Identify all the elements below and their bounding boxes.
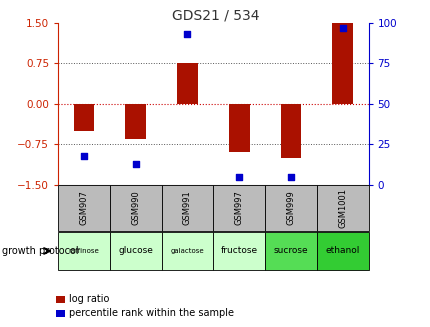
Bar (332, 23, 352, 104)
FancyBboxPatch shape (264, 185, 316, 231)
FancyBboxPatch shape (161, 185, 213, 231)
Text: growth protocol: growth protocol (2, 246, 79, 256)
Text: glucose: glucose (118, 247, 153, 255)
Text: percentile rank within the sample: percentile rank within the sample (69, 308, 233, 318)
Point (132, 161, 139, 166)
FancyBboxPatch shape (110, 185, 161, 231)
Bar (125, 104, 146, 139)
Point (235, 174, 242, 179)
Text: GDS21 / 534: GDS21 / 534 (171, 8, 259, 22)
Bar (177, 63, 197, 104)
FancyBboxPatch shape (316, 232, 368, 270)
Text: raffinose: raffinose (68, 248, 99, 254)
Bar (74, 104, 94, 131)
FancyBboxPatch shape (264, 232, 316, 270)
FancyBboxPatch shape (316, 185, 368, 231)
Text: GSM999: GSM999 (286, 190, 295, 225)
Bar (280, 104, 301, 158)
Text: ethanol: ethanol (325, 247, 359, 255)
FancyBboxPatch shape (58, 232, 110, 270)
FancyBboxPatch shape (161, 232, 213, 270)
Bar (228, 104, 249, 152)
Text: GSM990: GSM990 (131, 190, 140, 225)
FancyBboxPatch shape (213, 232, 264, 270)
Text: GSM1001: GSM1001 (338, 188, 346, 228)
Text: galactose: galactose (170, 248, 204, 254)
FancyBboxPatch shape (213, 185, 264, 231)
FancyBboxPatch shape (58, 185, 110, 231)
Text: GSM997: GSM997 (234, 190, 243, 225)
Point (184, 32, 190, 37)
Point (338, 25, 345, 30)
Text: log ratio: log ratio (69, 294, 109, 304)
Text: fructose: fructose (220, 247, 257, 255)
Text: GSM907: GSM907 (80, 190, 88, 225)
FancyBboxPatch shape (110, 232, 161, 270)
Text: GSM991: GSM991 (183, 190, 191, 225)
Point (287, 174, 294, 179)
Point (80, 153, 87, 158)
Text: sucrose: sucrose (273, 247, 307, 255)
